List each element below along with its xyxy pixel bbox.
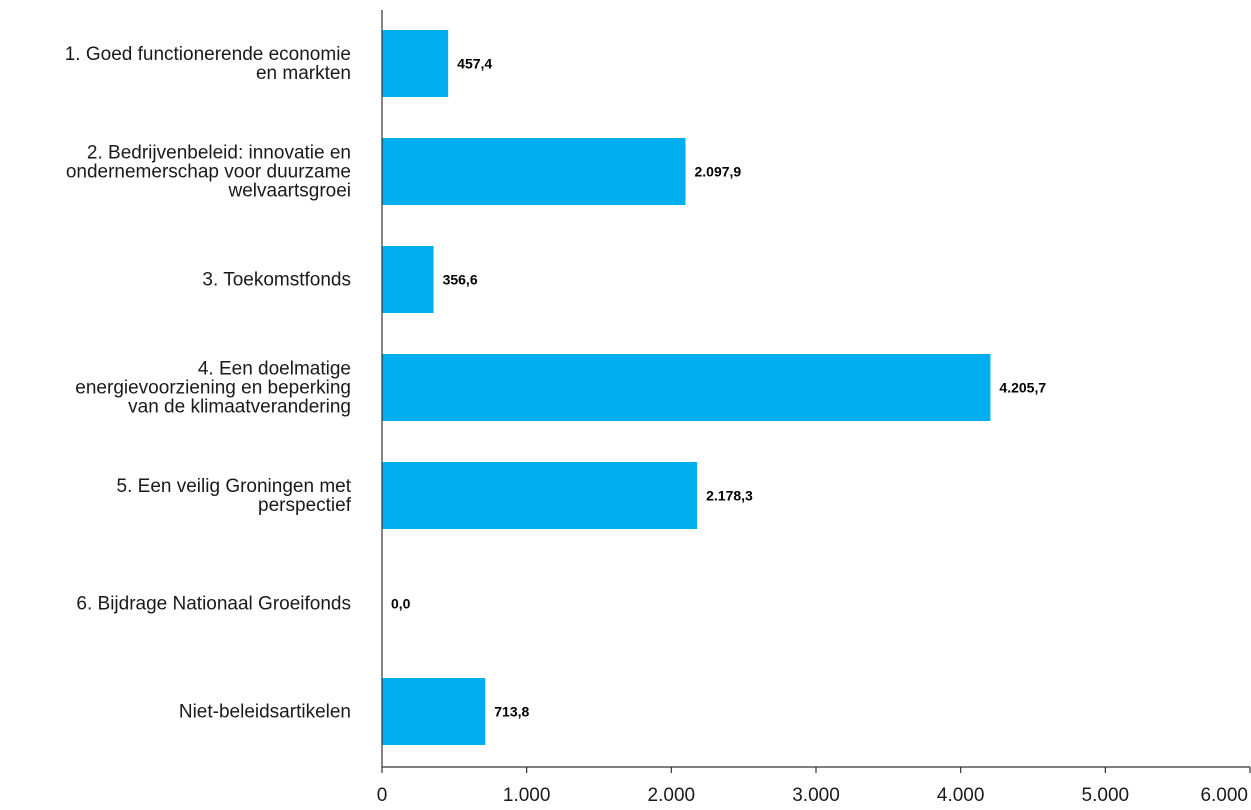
bar (382, 246, 434, 313)
x-tick-label: 1.000 (503, 785, 551, 806)
category-label: Niet-beleidsartikelen (179, 702, 351, 723)
category-label-line: 5. Een veilig Groningen met (117, 476, 352, 497)
category-label-line: 3. Toekomstfonds (202, 270, 351, 291)
category-label-line: 4. Een doelmatige (198, 359, 351, 380)
data-label: 0,0 (391, 596, 411, 612)
data-label: 356,6 (443, 272, 478, 288)
category-label: 2. Bedrijvenbeleid: innovatie en ondernem… (66, 143, 351, 202)
x-tick-label: 3.000 (792, 785, 840, 806)
category-label-line: Niet-beleidsartikelen (179, 702, 351, 723)
category-label: 5. Een veilig Groningen met perspectief (117, 476, 352, 516)
axes-layer: 0 1.000 2.000 3.000 4.000 5.000 6.000 (377, 10, 1251, 806)
category-label-line: van de klimaatverandering (128, 397, 351, 418)
x-tick-label: 6.000 (1200, 785, 1248, 806)
category-label-line: en markten (256, 63, 351, 84)
bar (382, 30, 449, 97)
data-label: 713,8 (494, 704, 529, 720)
category-label-line: 2. Bedrijvenbeleid: innovatie en (87, 143, 351, 164)
data-label: 4.205,7 (999, 380, 1046, 396)
category-label-line: welvaartsgroei (228, 181, 352, 202)
bar (382, 354, 991, 421)
bar (382, 462, 698, 529)
category-label: 4. Een doelmatige energievoorziening en b… (75, 359, 351, 418)
category-label: 6. Bijdrage Nationaal Groeifonds (76, 594, 351, 615)
x-tick-label: 5.000 (1082, 785, 1130, 806)
category-label-line: 6. Bijdrage Nationaal Groeifonds (76, 594, 351, 615)
data-label: 2.178,3 (706, 488, 753, 504)
category-label-line: 1. Goed functionerende economie (65, 44, 351, 65)
bar (382, 138, 686, 205)
x-tick-label: 4.000 (937, 785, 985, 806)
data-label: 457,4 (457, 56, 492, 72)
x-tick-label: 2.000 (648, 785, 696, 806)
category-label-line: energievoorziening en beperking (75, 378, 351, 399)
x-tick-label: 0 (377, 785, 388, 806)
bars-layer (382, 30, 991, 745)
value-labels-layer: 457,4 2.097,9 356,6 4.205,7 2.178,3 0,0 713,8 (391, 56, 1046, 720)
data-label: 2.097,9 (694, 164, 741, 180)
category-label: 1. Goed functionerende economie en markte… (65, 44, 351, 84)
category-label: 3. Toekomstfonds (202, 270, 351, 291)
category-label-line: ondernemerschap voor duurzame (66, 162, 351, 183)
bar (382, 678, 486, 745)
category-label-line: perspectief (258, 495, 352, 516)
category-labels-layer: 1. Goed functionerende economie en markte… (65, 44, 352, 723)
